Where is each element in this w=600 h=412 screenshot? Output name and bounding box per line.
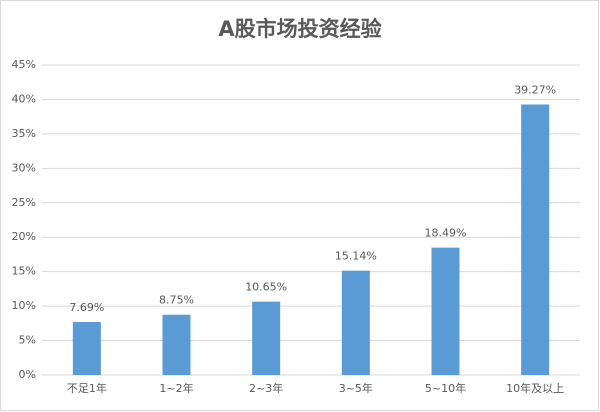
bar — [521, 104, 550, 376]
bar — [341, 270, 370, 375]
bar — [72, 322, 101, 375]
y-tick-label: 25% — [12, 196, 36, 209]
data-label: 18.49% — [425, 227, 467, 240]
x-tick-label: 不足1年 — [67, 381, 107, 395]
bar — [252, 301, 281, 375]
x-tick-label: 10年及以上 — [506, 381, 564, 395]
x-tick-label: 2~3年 — [249, 381, 283, 395]
y-tick-label: 45% — [12, 58, 36, 71]
data-label: 7.69% — [69, 301, 104, 314]
x-tick-label: 3~5年 — [339, 381, 373, 395]
y-tick-label: 35% — [12, 127, 36, 140]
data-label: 10.65% — [245, 281, 287, 294]
x-tick-label: 5~10年 — [425, 381, 466, 395]
bar — [162, 314, 191, 375]
y-tick-label: 5% — [19, 334, 36, 347]
data-label: 8.75% — [159, 294, 194, 307]
x-tick-label: 1~2年 — [159, 381, 193, 395]
chart-title: A股市场投资经验 — [218, 17, 381, 41]
data-label: 15.14% — [335, 250, 377, 263]
y-tick-label: 20% — [12, 230, 36, 243]
y-tick-label: 40% — [12, 92, 36, 105]
y-tick-label: 30% — [12, 161, 36, 174]
y-tick-label: 0% — [19, 368, 36, 381]
bar — [431, 247, 460, 375]
y-tick-label: 15% — [12, 265, 36, 278]
data-label: 39.27% — [514, 83, 556, 96]
y-tick-label: 10% — [12, 299, 36, 312]
